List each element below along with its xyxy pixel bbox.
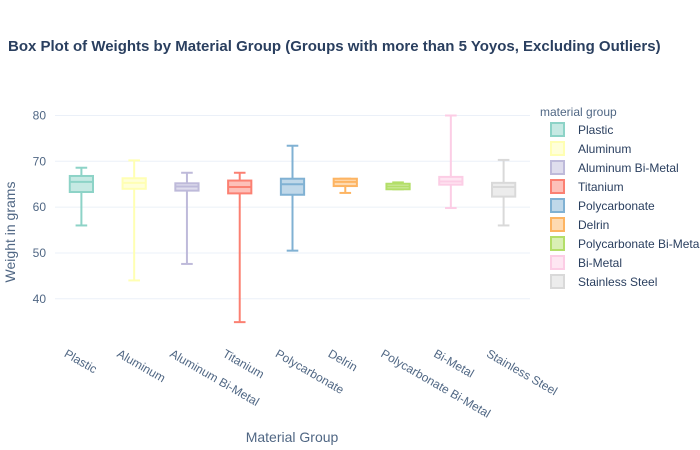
boxes bbox=[68, 114, 517, 324]
legend-label: Bi-Metal bbox=[578, 256, 622, 270]
box-titanium bbox=[227, 171, 253, 324]
legend-title: material group bbox=[540, 105, 617, 119]
box-aluminum-bi-metal bbox=[174, 171, 200, 265]
legend: material group Plastic Aluminum Aluminum B… bbox=[540, 105, 700, 289]
legend-label: Stainless Steel bbox=[578, 275, 657, 289]
legend-item[interactable]: Polycarbonate Bi-Metal bbox=[550, 236, 700, 251]
y-tick-label: 40 bbox=[33, 292, 47, 306]
legend-item[interactable]: Polycarbonate bbox=[550, 198, 655, 213]
box-aluminum bbox=[121, 159, 147, 282]
legend-swatch bbox=[550, 160, 565, 175]
iqr-box bbox=[68, 174, 94, 194]
legend-item[interactable]: Plastic bbox=[550, 122, 613, 137]
iqr-box bbox=[279, 177, 306, 196]
legend-label: Polycarbonate Bi-Metal bbox=[578, 237, 700, 251]
iqr-box bbox=[491, 181, 517, 198]
legend-item[interactable]: Stainless Steel bbox=[550, 274, 657, 289]
x-tick-label: Delrin bbox=[326, 346, 360, 374]
box-stainless-steel bbox=[491, 158, 517, 227]
y-tick-label: 50 bbox=[33, 246, 47, 260]
legend-swatch bbox=[550, 217, 565, 232]
y-tick-label: 80 bbox=[33, 108, 47, 122]
box-delrin bbox=[332, 177, 358, 194]
legend-item[interactable]: Aluminum bbox=[550, 141, 631, 156]
x-tick-label: Aluminum Bi-Metal bbox=[167, 346, 261, 408]
legend-item[interactable]: Delrin bbox=[550, 217, 609, 232]
x-tick-label: Aluminum bbox=[115, 346, 168, 385]
legend-swatch bbox=[550, 141, 565, 156]
chart-title: Box Plot of Weights by Material Group (G… bbox=[8, 38, 661, 55]
y-axis-title: Weight in grams bbox=[2, 182, 18, 283]
legend-swatch bbox=[550, 122, 565, 137]
legend-label: Polycarbonate bbox=[578, 199, 655, 213]
legend-label: Delrin bbox=[578, 218, 609, 232]
legend-swatch bbox=[550, 274, 565, 289]
legend-label: Titanium bbox=[578, 180, 624, 194]
x-axis-ticks: Plastic Aluminum Aluminum Bi-MetalTitanium… bbox=[62, 346, 560, 420]
y-axis-ticks: 40 50 60 70 80 bbox=[33, 108, 47, 305]
box-polycarbonate-bi-metal bbox=[385, 181, 411, 191]
legend-swatch bbox=[550, 236, 565, 251]
legend-item[interactable]: Titanium bbox=[550, 179, 624, 194]
legend-swatch bbox=[550, 179, 565, 194]
legend-item[interactable]: Aluminum Bi-Metal bbox=[550, 160, 679, 175]
legend-label: Aluminum Bi-Metal bbox=[578, 161, 679, 175]
x-tick-label: Stainless Steel bbox=[484, 346, 560, 398]
box-polycarbonate bbox=[279, 144, 306, 252]
box-plastic bbox=[68, 166, 94, 227]
y-tick-label: 60 bbox=[33, 200, 47, 214]
legend-swatch bbox=[550, 198, 565, 213]
x-tick-label: Plastic bbox=[62, 346, 100, 376]
y-tick-label: 70 bbox=[33, 154, 47, 168]
legend-label: Aluminum bbox=[578, 142, 631, 156]
legend-item[interactable]: Bi-Metal bbox=[550, 255, 622, 270]
x-axis-title: Material Group bbox=[246, 429, 339, 445]
legend-swatch bbox=[550, 255, 565, 270]
legend-label: Plastic bbox=[578, 123, 613, 137]
box-bi-metal bbox=[438, 114, 464, 210]
x-tick-label: Bi-Metal bbox=[431, 346, 476, 380]
